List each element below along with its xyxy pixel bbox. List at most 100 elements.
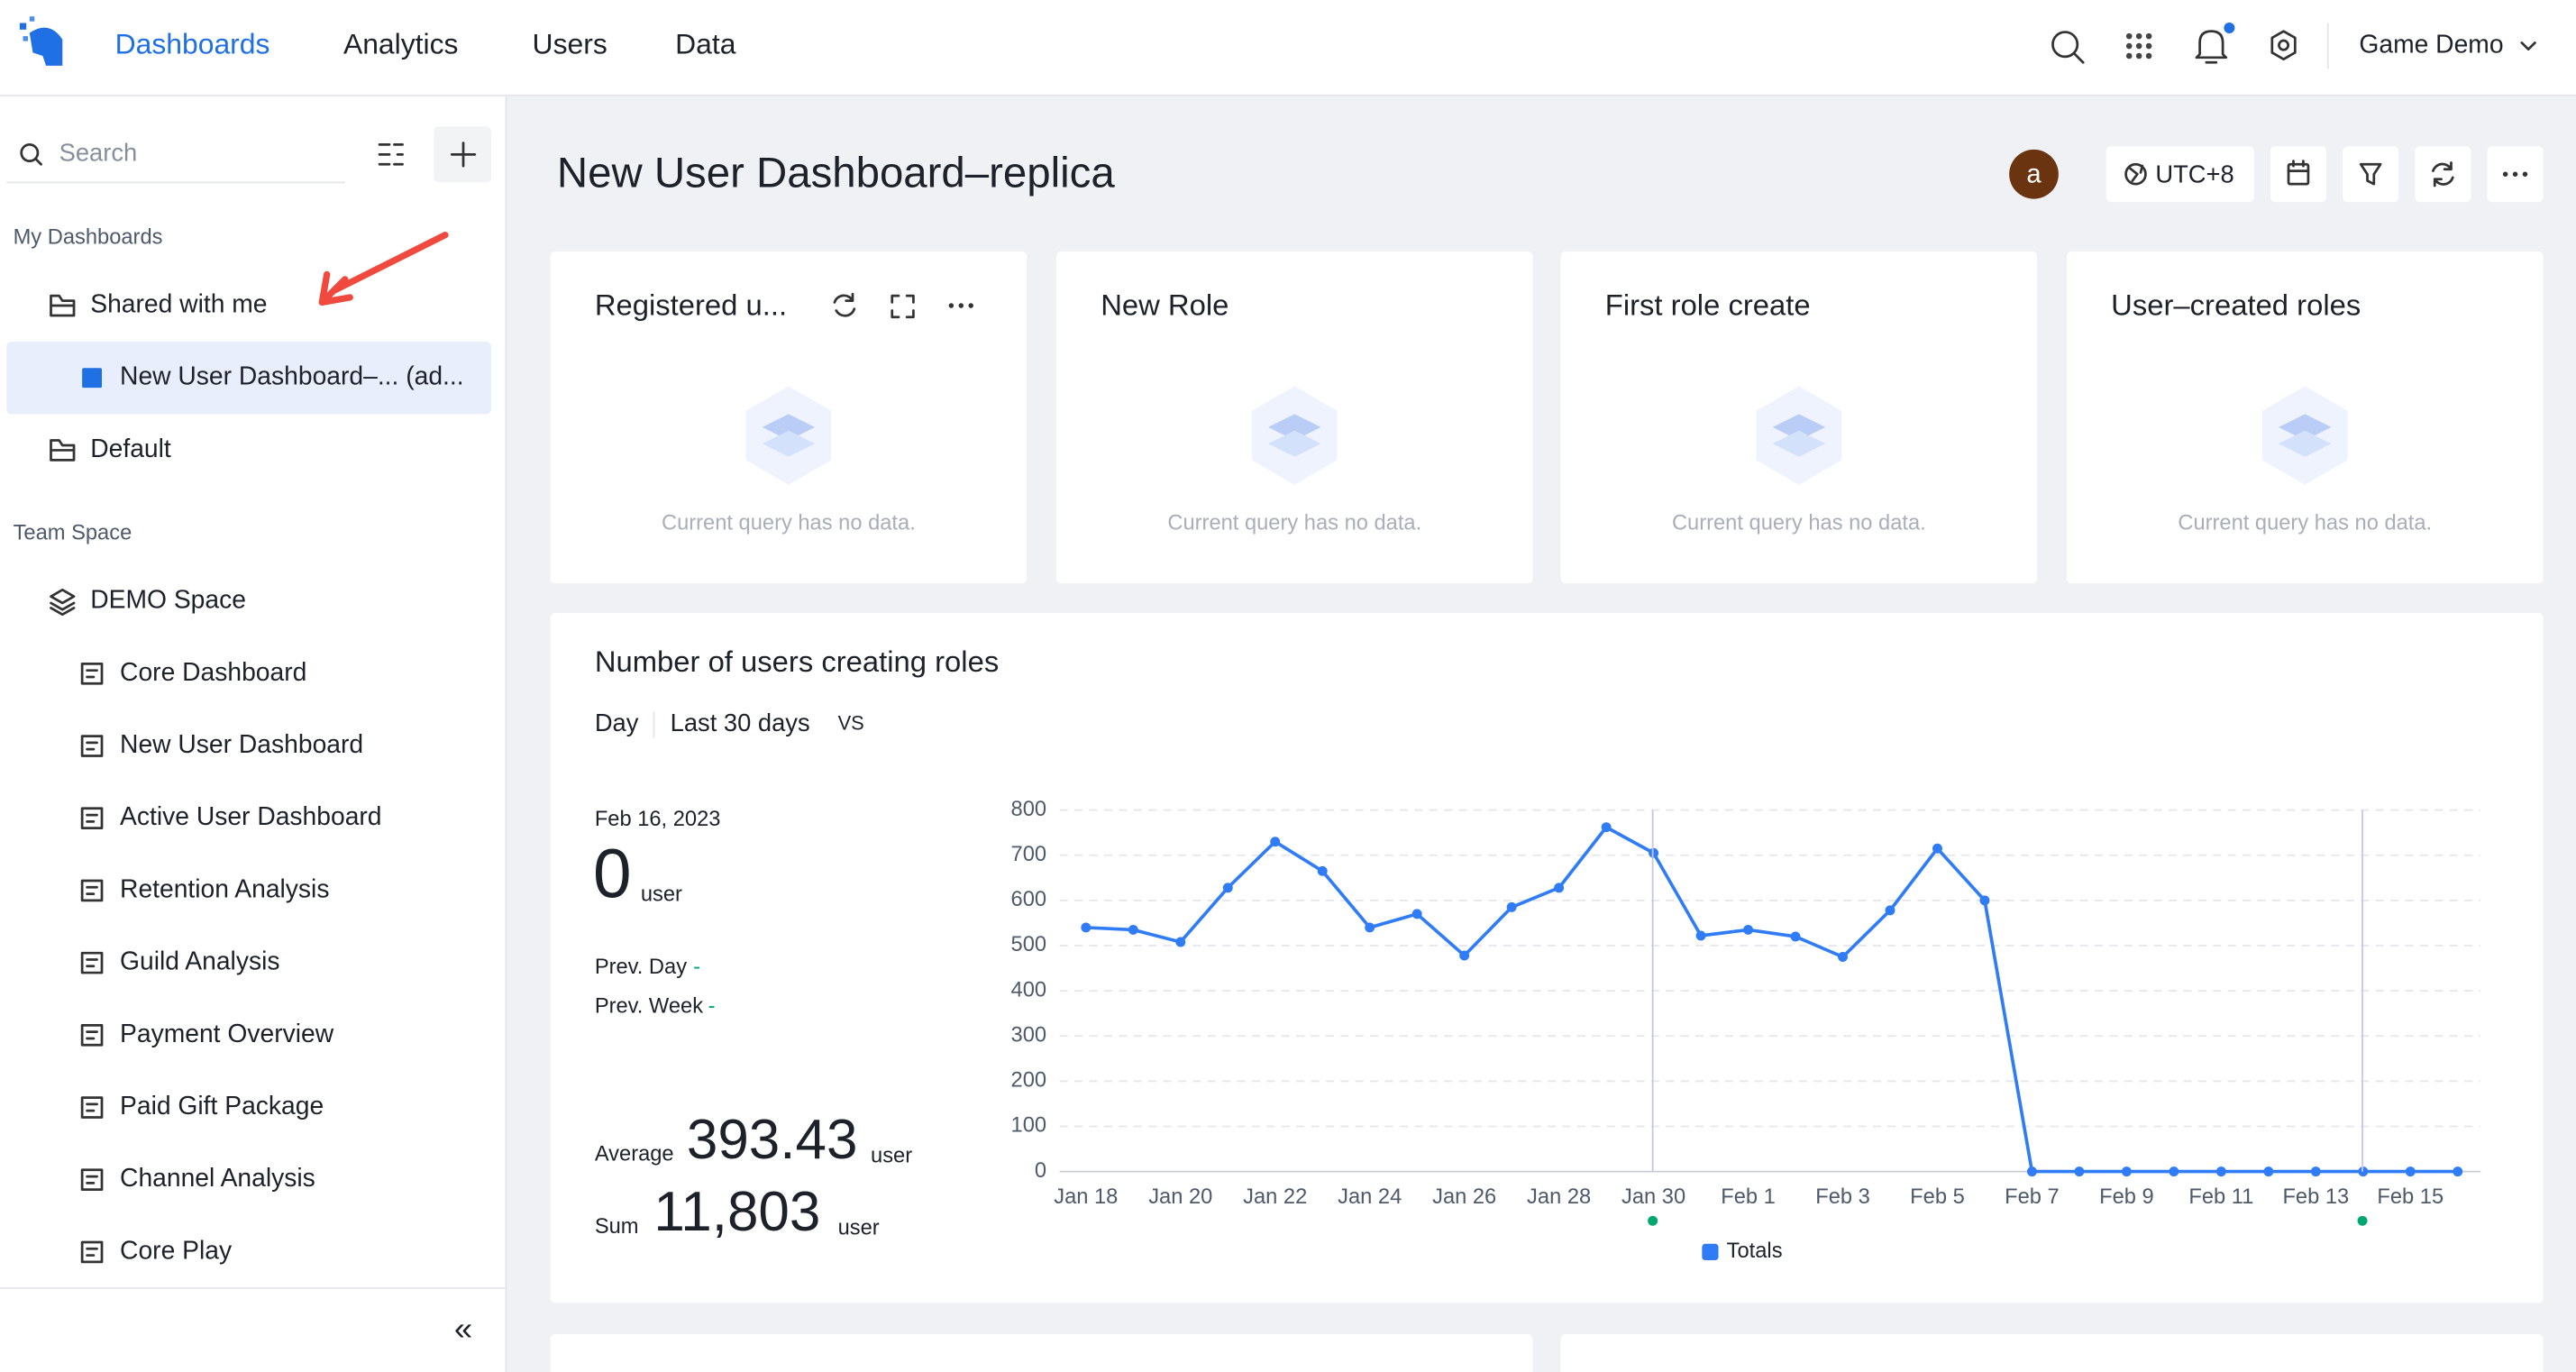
panel	[550, 1334, 1533, 1372]
point[interactable]	[1554, 883, 1565, 893]
point[interactable]	[2121, 1166, 2132, 1177]
prev-week-label: Prev. Week	[595, 995, 703, 1019]
nav-item[interactable]: Users	[533, 27, 607, 59]
nav-item[interactable]: Dashboards	[115, 27, 270, 59]
search-icon[interactable]	[2051, 31, 2085, 64]
tree-item[interactable]: New User Dashboard–... (ad...	[120, 361, 464, 390]
point[interactable]	[1222, 883, 1233, 893]
point[interactable]	[1979, 895, 1990, 906]
section-title: Team Space	[14, 522, 132, 545]
point[interactable]	[1128, 924, 1138, 935]
tree-item[interactable]: Active User Dashboard	[120, 801, 381, 830]
point[interactable]	[2405, 1166, 2416, 1177]
tree-item[interactable]: Shared with me	[90, 289, 267, 318]
point[interactable]	[2358, 1166, 2369, 1177]
tree-item[interactable]: Core Dashboard	[120, 657, 306, 686]
event-dot[interactable]	[2357, 1215, 2368, 1226]
point[interactable]	[1649, 847, 1659, 858]
logo[interactable]	[19, 16, 63, 66]
point[interactable]	[2263, 1166, 2274, 1177]
point[interactable]	[1506, 901, 1517, 912]
sum-label: Sum	[595, 1215, 639, 1239]
more-icon[interactable]	[958, 303, 964, 308]
event-dot[interactable]	[1648, 1215, 1658, 1226]
calendar-button[interactable]	[2270, 146, 2326, 203]
sum: 11,803	[653, 1181, 820, 1243]
granularity[interactable]: Day	[595, 709, 639, 736]
tree-item[interactable]: Retention Analysis	[120, 874, 329, 902]
empty-icon	[1268, 430, 1321, 457]
point[interactable]	[2310, 1166, 2321, 1177]
doc-icon	[80, 1096, 104, 1119]
more-icon	[2502, 171, 2528, 177]
tree-item[interactable]: DEMO Space	[90, 585, 246, 614]
selected-row	[6, 342, 491, 415]
tree-item[interactable]: Guild Analysis	[120, 947, 279, 975]
folder-icon	[50, 294, 76, 317]
point[interactable]	[2074, 1166, 2085, 1177]
unit: user	[641, 883, 682, 907]
point[interactable]	[1885, 905, 1895, 916]
compare[interactable]: VS	[838, 712, 864, 735]
collapse-button[interactable]: «	[454, 1310, 472, 1347]
apps-icon[interactable]	[2125, 32, 2152, 59]
empty-text: Current query has no data.	[662, 512, 916, 535]
point[interactable]	[1459, 950, 1470, 961]
chevron[interactable]	[2520, 41, 2536, 51]
tree-item[interactable]: Payment Overview	[120, 1019, 334, 1047]
point[interactable]	[1601, 822, 1612, 833]
point[interactable]	[1695, 930, 1706, 941]
filter-button[interactable]	[2343, 146, 2399, 203]
nav-item[interactable]: Analytics	[343, 27, 459, 59]
point[interactable]	[2026, 1166, 2037, 1177]
point[interactable]	[1081, 922, 1092, 933]
x-tick-label: Feb 3	[1815, 1185, 1870, 1209]
sidebar-tree: My Dashboards Shared with me New User Dash…	[6, 226, 491, 1264]
more-icon[interactable]	[948, 303, 955, 308]
search-input[interactable]: Search	[59, 139, 138, 167]
legend-label[interactable]: Totals	[1727, 1239, 1783, 1263]
tree-item[interactable]: Channel Analysis	[120, 1163, 315, 1192]
tree-item[interactable]: Core Play	[120, 1235, 233, 1264]
point[interactable]	[1838, 952, 1848, 962]
empty-text: Current query has no data.	[1167, 512, 1421, 535]
card-title: User–created roles	[2111, 288, 2361, 322]
point[interactable]	[1743, 924, 1754, 935]
doc-icon	[80, 1024, 104, 1047]
point[interactable]	[2453, 1166, 2463, 1177]
nav-item[interactable]: Data	[675, 27, 736, 59]
settings-icon[interactable]	[2270, 30, 2297, 61]
point[interactable]	[1270, 837, 1281, 847]
tree-item[interactable]: Default	[90, 434, 171, 462]
date-range[interactable]: Last 30 days	[671, 709, 810, 736]
point[interactable]	[1317, 865, 1328, 876]
line	[1085, 825, 2458, 1174]
more-icon[interactable]	[968, 303, 973, 308]
timezone: UTC+8	[2155, 160, 2233, 188]
point[interactable]	[2169, 1166, 2179, 1177]
refresh-icon[interactable]	[833, 292, 856, 317]
tree-item[interactable]: Paid Gift Package	[120, 1091, 324, 1120]
refresh-button[interactable]	[2415, 146, 2471, 203]
prev-day-label: Prev. Day	[595, 956, 687, 979]
point[interactable]	[1411, 909, 1422, 919]
list-icon[interactable]	[378, 143, 404, 166]
avatar[interactable]	[2009, 149, 2059, 199]
bell-icon[interactable]	[2195, 22, 2235, 64]
x-tick-label: Jan 24	[1338, 1185, 1402, 1209]
point[interactable]	[1175, 937, 1186, 947]
x-tick-label: Jan 22	[1243, 1185, 1307, 1209]
x-tick-label: Jan 26	[1432, 1185, 1496, 1209]
account[interactable]: Game Demo	[2359, 30, 2503, 59]
sidebar	[0, 96, 507, 1372]
y-tick-label: 200	[1011, 1069, 1047, 1093]
point[interactable]	[1932, 843, 1942, 854]
avatar-letter: a	[2026, 160, 2042, 189]
fullscreen-icon[interactable]	[891, 294, 915, 319]
point[interactable]	[1790, 931, 1801, 942]
tree-item[interactable]: New User Dashboard	[120, 729, 363, 758]
point[interactable]	[2215, 1166, 2226, 1177]
x-tick-label: Jan 18	[1054, 1185, 1118, 1209]
point[interactable]	[1365, 922, 1375, 933]
timezone-button[interactable]	[2106, 146, 2254, 203]
